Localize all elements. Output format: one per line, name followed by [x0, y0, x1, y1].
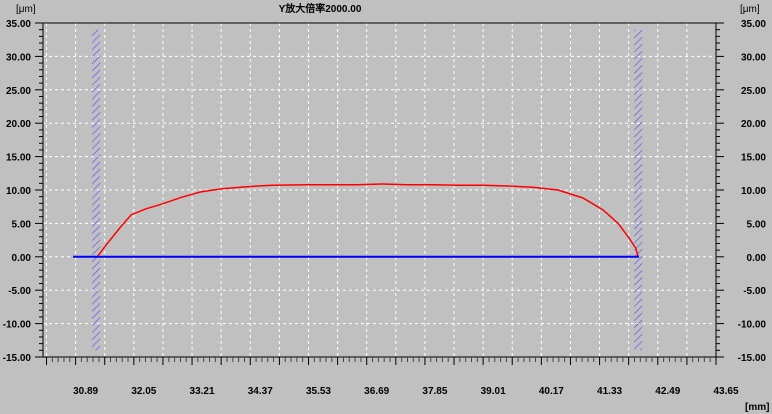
- hatch-regions: [92, 29, 643, 351]
- x-tick-label: 40.17: [539, 386, 564, 397]
- x-tick-label: 30.89: [73, 386, 98, 397]
- x-tick-label: 36.69: [364, 386, 389, 397]
- y-tick-label-right: -10.00: [738, 320, 767, 331]
- y-tick-label-right: -5.00: [743, 286, 766, 297]
- chart-title: Y放大倍率2000.00: [279, 2, 362, 15]
- y-tick-label-right: 15.00: [741, 153, 766, 164]
- x-tick-label: 43.65: [713, 386, 738, 397]
- y-tick-label-left: 5.00: [12, 219, 32, 230]
- y-tick-label-right: 10.00: [741, 186, 766, 197]
- y-tick-label-left: -10.00: [3, 320, 32, 331]
- x-tick-label: 39.01: [481, 386, 506, 397]
- x-tick-label: 32.05: [131, 386, 156, 397]
- x-tick-label: 41.33: [597, 386, 622, 397]
- y-tick-label-right: 30.00: [741, 52, 766, 63]
- series: [73, 183, 640, 258]
- y-tick-label-left: 15.00: [6, 153, 31, 164]
- x-tick-label: 35.53: [306, 386, 331, 397]
- y-tick-label-left: 25.00: [6, 86, 31, 97]
- y-tick-label-right: 0.00: [747, 253, 767, 264]
- y-tick-label-left: 0.00: [12, 253, 32, 264]
- y-tick-label-right: 20.00: [741, 119, 766, 130]
- grid: [43, 23, 716, 357]
- profile-line: [96, 183, 639, 258]
- axes: 35.00 35.00 30.00 30.00 25.00 25.00 20.00 20.00…: [3, 19, 767, 397]
- y-tick-label-right: 35.00: [741, 19, 766, 30]
- y-tick-label-right: 5.00: [747, 219, 767, 230]
- y-axis-label-left: [μm]: [16, 4, 36, 15]
- y-tick-label-left: 30.00: [6, 52, 31, 63]
- x-axis-label: [mm]: [745, 402, 769, 413]
- x-tick-label: 33.21: [190, 386, 215, 397]
- y-tick-label-left: 10.00: [6, 186, 31, 197]
- x-tick-label: 34.37: [248, 386, 273, 397]
- y-axis-label-right: [μm]: [740, 4, 760, 15]
- hatch-region: [92, 29, 101, 351]
- y-tick-label-right: 25.00: [741, 86, 766, 97]
- y-tick-label-left: -15.00: [3, 353, 32, 364]
- x-tick-label: 42.49: [655, 386, 680, 397]
- y-tick-label-right: -15.00: [738, 353, 767, 364]
- hatch-region: [634, 29, 643, 351]
- y-tick-label-left: -5.00: [8, 286, 31, 297]
- y-tick-label-left: 35.00: [6, 19, 31, 30]
- x-tick-label: 37.85: [422, 386, 447, 397]
- y-tick-label-left: 20.00: [6, 119, 31, 130]
